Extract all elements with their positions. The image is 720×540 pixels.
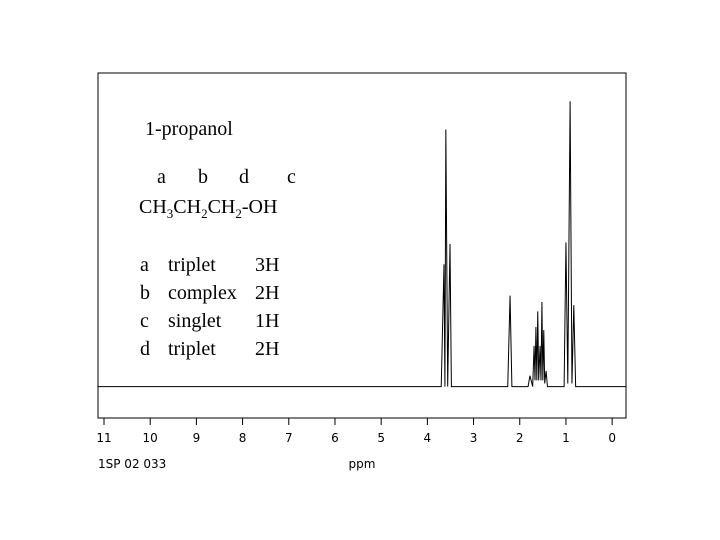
group-label: d: [239, 166, 249, 188]
assignment-cell: triplet: [168, 338, 216, 360]
formula-part: CH: [173, 196, 201, 218]
assignment-cell: c: [140, 310, 149, 332]
x-tick-label: 4: [424, 431, 432, 445]
group-label: c: [287, 166, 296, 188]
x-tick-label: 8: [239, 431, 247, 445]
assignment-cell: singlet: [168, 310, 222, 332]
formula-part: CH: [139, 196, 167, 218]
x-tick-label: 2: [516, 431, 524, 445]
x-tick-label: 7: [285, 431, 293, 445]
assignment-cell: b: [140, 282, 150, 304]
x-axis-label: ppm: [349, 457, 376, 471]
assignment-cell: complex: [168, 282, 237, 304]
formula-part: -OH: [242, 196, 278, 218]
x-tick-label: 11: [96, 431, 111, 445]
x-tick-label: 6: [331, 431, 339, 445]
x-tick-label: 5: [377, 431, 385, 445]
assignment-cell: 2H: [255, 282, 279, 304]
assignment-cell: a: [140, 254, 149, 276]
formula-subscript: 2: [201, 206, 208, 221]
x-tick-label: 1: [562, 431, 570, 445]
formula: CH3CH2CH2-OH: [139, 196, 277, 221]
formula-part: CH: [208, 196, 236, 218]
plot-frame: [97, 72, 627, 419]
x-tick-label: 3: [470, 431, 478, 445]
formula-subscript: 3: [167, 206, 174, 221]
chart-title: 1-propanol: [145, 118, 233, 140]
spectrum-code: 1SP 02 033: [98, 457, 166, 471]
assignment-cell: 2H: [255, 338, 279, 360]
group-label: b: [198, 166, 208, 188]
group-label: a: [157, 166, 166, 188]
assignment-cell: 3H: [255, 254, 279, 276]
assignment-cell: 1H: [255, 310, 279, 332]
x-tick-label: 0: [608, 431, 616, 445]
spectrum-line: [98, 101, 626, 388]
formula-subscript: 2: [235, 206, 242, 221]
assignment-cell: triplet: [168, 254, 216, 276]
assignment-cell: d: [140, 338, 150, 360]
x-tick-label: 10: [143, 431, 158, 445]
x-tick-label: 9: [193, 431, 201, 445]
